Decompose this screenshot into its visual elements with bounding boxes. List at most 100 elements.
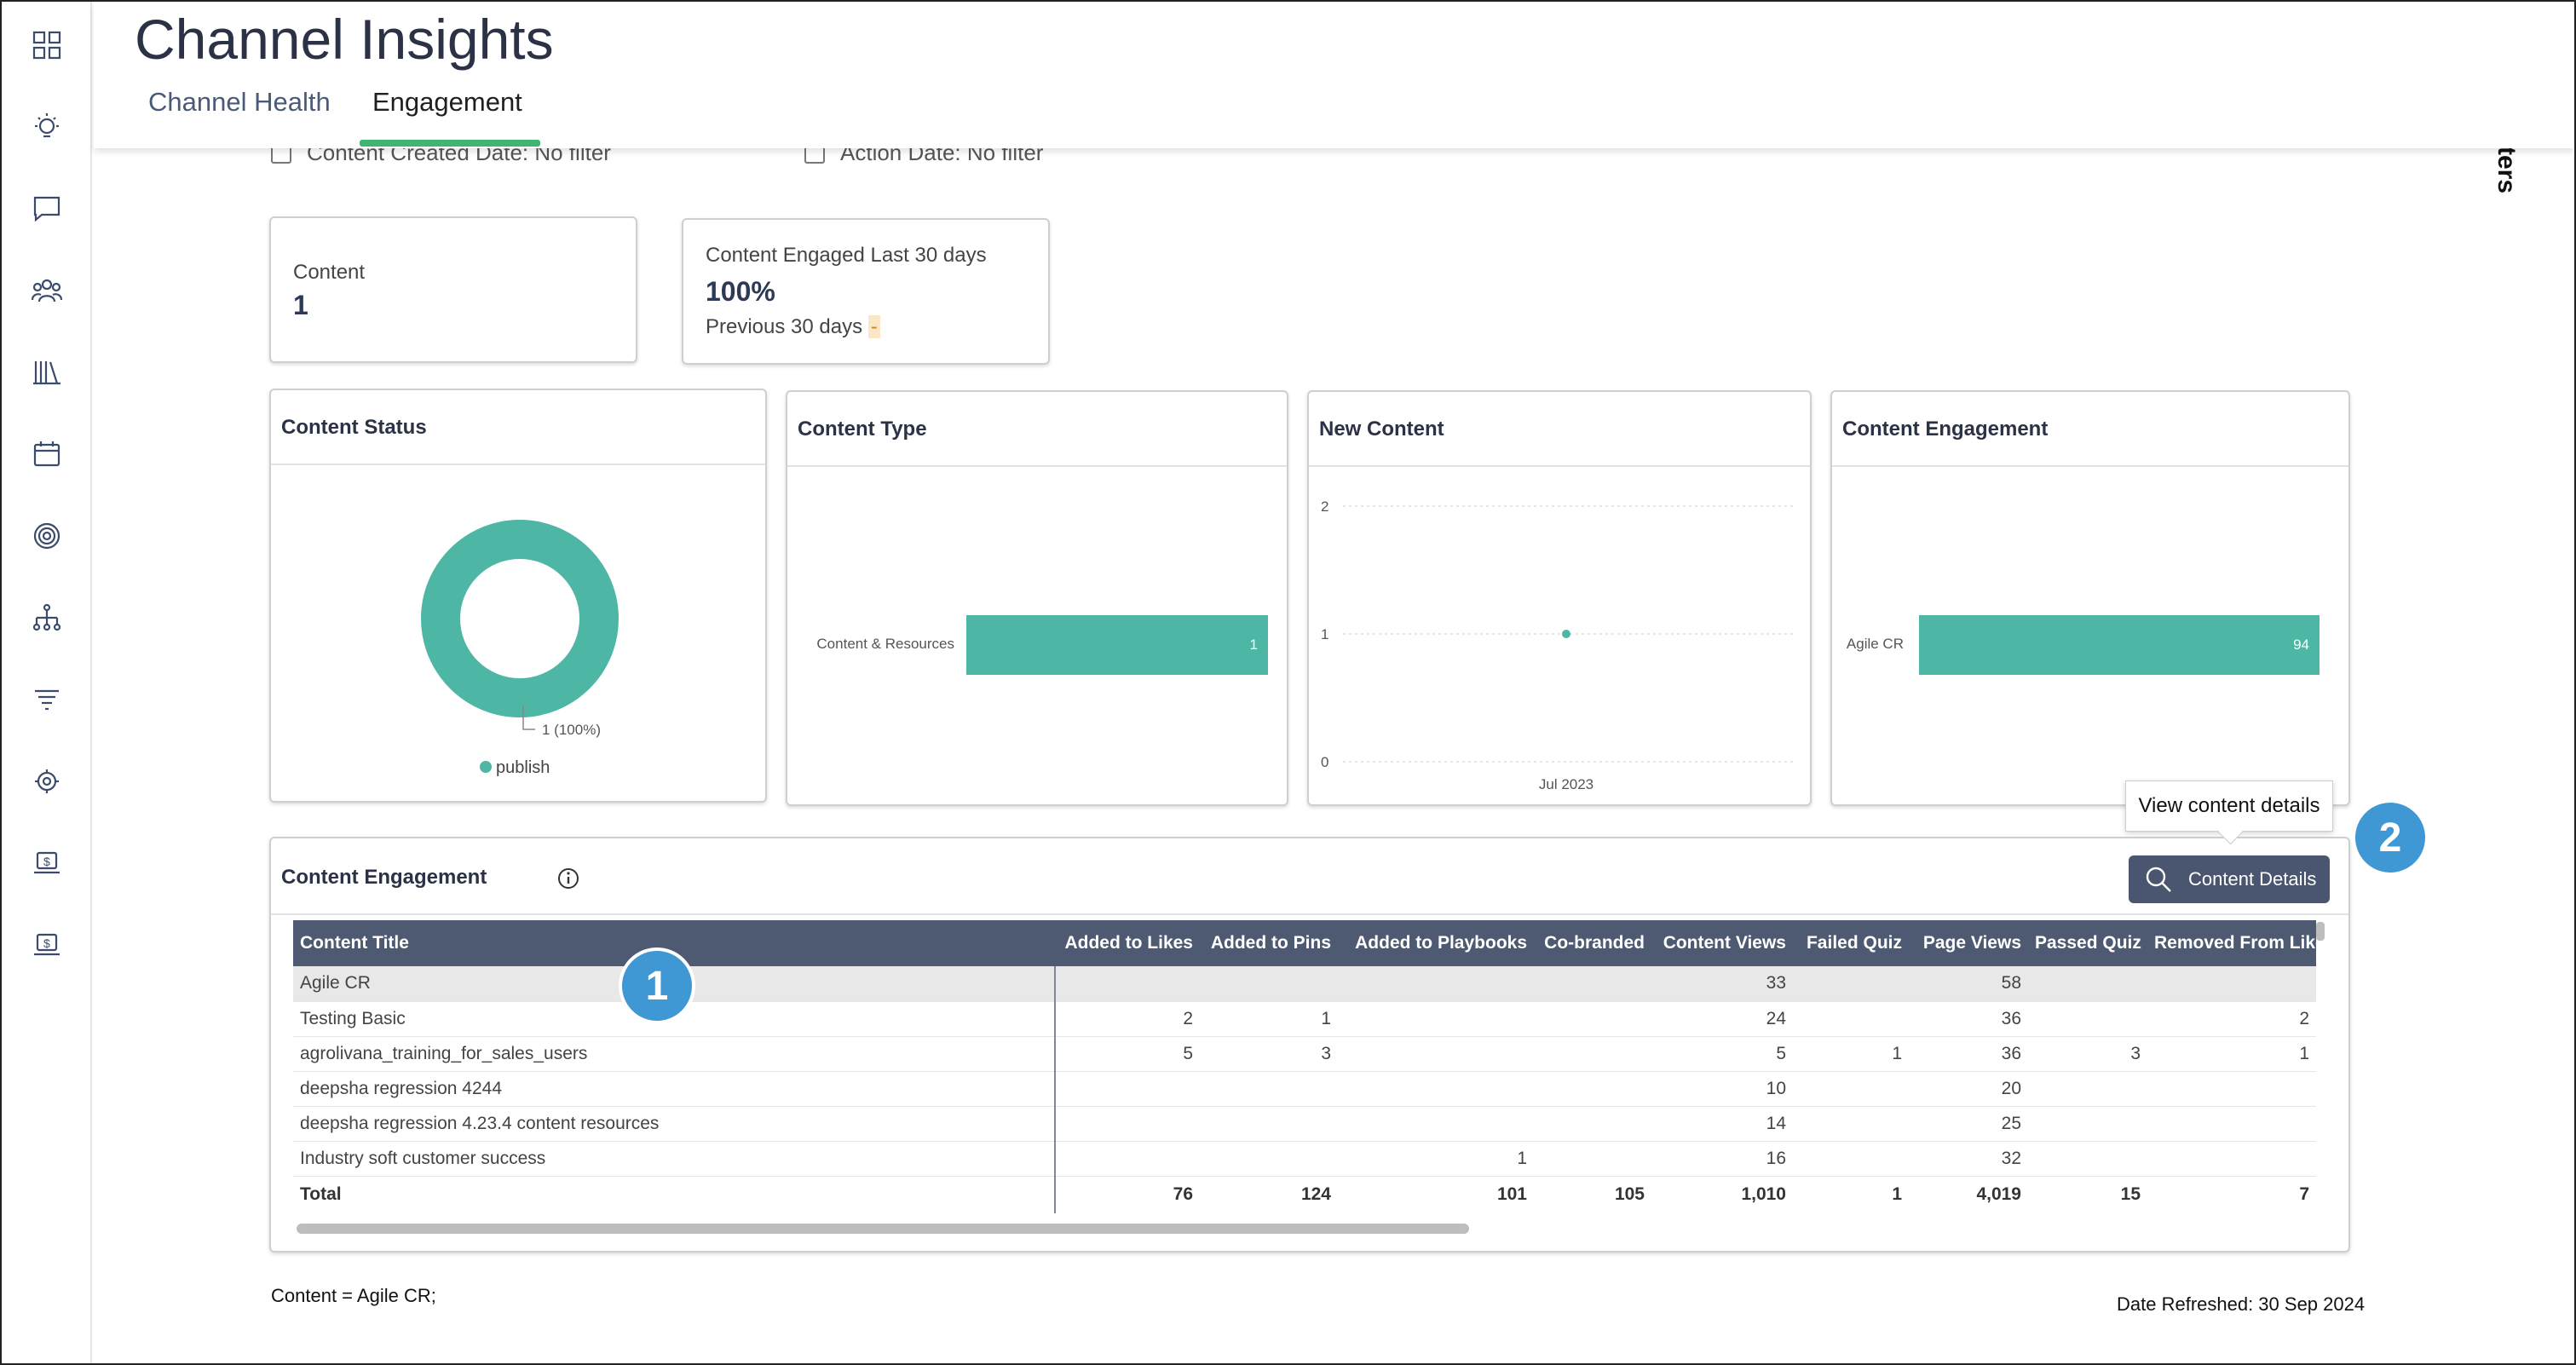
bar-agile-cr[interactable] bbox=[1919, 615, 2320, 675]
table-header-row: Content Title Added to Likes Added to Pins… bbox=[293, 920, 2316, 966]
panel-title: Content Engagement bbox=[1842, 418, 2049, 441]
metric-cell bbox=[1200, 1141, 1338, 1177]
column-header[interactable]: Passed Quiz bbox=[2028, 920, 2147, 966]
metric-cell bbox=[2147, 1106, 2316, 1142]
metric-cell: 16 bbox=[1651, 1141, 1793, 1177]
kpi-previous-value: - bbox=[867, 315, 880, 338]
content-title-cell: deepsha regression 4244 bbox=[293, 1071, 1056, 1107]
panel-title: Content Type bbox=[798, 418, 927, 441]
metric-cell: 2 bbox=[1055, 1001, 1200, 1037]
category-label: Agile CR bbox=[1847, 636, 1904, 652]
kpi-engaged-value: 100% bbox=[706, 276, 775, 307]
step-marker-2: 2 bbox=[2352, 799, 2429, 876]
content-engagement-chart: Agile CR 94 bbox=[1847, 615, 2320, 675]
step-marker-1: 1 bbox=[619, 947, 695, 1024]
total-cell: 105 bbox=[1614, 1184, 1645, 1205]
donut-chart: 1 (100%) publish bbox=[421, 520, 619, 777]
total-cell: 101 bbox=[1496, 1184, 1527, 1205]
metric-cell bbox=[2028, 966, 2147, 1002]
metric-cell: 1 bbox=[1338, 1141, 1534, 1177]
table-title: Content Engagement bbox=[281, 866, 487, 889]
dashboard-icon[interactable] bbox=[27, 26, 66, 65]
content-type-chart: Content & Resources 1 bbox=[816, 615, 1268, 675]
tab-channel-health[interactable]: Channel Health bbox=[148, 87, 331, 117]
total-cell: 1,010 bbox=[1741, 1184, 1786, 1205]
lightbulb-icon[interactable] bbox=[27, 107, 66, 147]
y-tick-label: 2 bbox=[1321, 498, 1328, 515]
table-row[interactable]: Industry soft customer success 1 16 32 bbox=[293, 1141, 2316, 1177]
column-header[interactable]: Removed From Likes bbox=[2147, 920, 2316, 966]
table-row[interactable]: Testing Basic 2 1 24 36 2 bbox=[293, 1001, 2316, 1037]
metric-cell: 33 bbox=[1651, 966, 1793, 1002]
filter-icon[interactable] bbox=[27, 680, 66, 719]
metric-cell bbox=[2147, 1141, 2316, 1177]
metric-cell: 3 bbox=[1200, 1036, 1338, 1072]
laptop-dollar-2-icon[interactable]: $ bbox=[27, 925, 66, 965]
hierarchy-icon[interactable] bbox=[27, 598, 66, 637]
panel-divider bbox=[1309, 465, 1810, 467]
column-header[interactable]: Page Views bbox=[1909, 920, 2028, 966]
panel-divider bbox=[1832, 465, 2348, 467]
column-header[interactable]: Added to Playbooks bbox=[1338, 920, 1534, 966]
content-title-cell: agrolivana_training_for_sales_users bbox=[293, 1036, 1056, 1072]
svg-text:$: $ bbox=[43, 936, 50, 950]
library-icon[interactable] bbox=[27, 353, 66, 392]
donut-slice-publish[interactable] bbox=[421, 520, 619, 717]
metric-cell: 20 bbox=[1909, 1071, 2028, 1107]
info-icon[interactable] bbox=[556, 866, 581, 891]
column-header[interactable]: Added to Pins bbox=[1200, 920, 1338, 966]
table-row[interactable]: Agile CR 33 58 bbox=[293, 966, 2316, 1002]
column-header[interactable]: Co-branded bbox=[1534, 920, 1651, 966]
kpi-previous-label: Previous 30 days bbox=[706, 315, 863, 338]
metric-cell: 5 bbox=[1651, 1036, 1793, 1072]
table-row[interactable]: deepsha regression 4244 10 20 bbox=[293, 1071, 2316, 1107]
metric-cell bbox=[1055, 1106, 1200, 1142]
chat-icon[interactable] bbox=[27, 189, 66, 228]
slice-label: 1 (100%) bbox=[542, 722, 601, 738]
metric-cell: 14 bbox=[1651, 1106, 1793, 1142]
panel-content-type: Content Type Content & Resources 1 bbox=[786, 390, 1288, 806]
column-header[interactable]: Added to Likes bbox=[1055, 920, 1200, 966]
content-details-button[interactable]: Content Details bbox=[2129, 855, 2330, 903]
metric-cell: 25 bbox=[1909, 1106, 2028, 1142]
metric-cell: 58 bbox=[1909, 966, 2028, 1002]
content-details-label: Content Details bbox=[2188, 868, 2317, 890]
bar-content-resources[interactable] bbox=[966, 615, 1268, 675]
bar-value-label: 1 bbox=[1250, 636, 1258, 653]
metric-cell bbox=[1338, 1071, 1534, 1107]
metric-cell: 24 bbox=[1651, 1001, 1793, 1037]
column-header[interactable]: Content Views bbox=[1651, 920, 1793, 966]
selection-summary: Content = Agile CR; bbox=[271, 1285, 436, 1306]
people-icon[interactable] bbox=[27, 271, 66, 310]
metric-cell bbox=[1055, 1071, 1200, 1107]
total-cell: 4,019 bbox=[1976, 1184, 2021, 1205]
metric-cell bbox=[1055, 1141, 1200, 1177]
column-header[interactable]: Failed Quiz bbox=[1793, 920, 1909, 966]
total-cell: 1 bbox=[1892, 1184, 1902, 1205]
support-icon[interactable] bbox=[27, 762, 66, 801]
calendar-icon[interactable] bbox=[27, 435, 66, 474]
x-tick-label: Jul 2023 bbox=[1539, 776, 1593, 792]
page-title: Channel Insights bbox=[135, 8, 554, 71]
metric-cell bbox=[1200, 966, 1338, 1002]
target-icon[interactable] bbox=[27, 516, 66, 556]
y-tick-label: 1 bbox=[1321, 626, 1328, 642]
sidebar: $ $ bbox=[2, 2, 92, 1363]
vertical-scrollbar[interactable] bbox=[2316, 922, 2325, 941]
slice-leader-line bbox=[522, 706, 535, 730]
filters-pane-tab[interactable]: ters bbox=[2492, 147, 2521, 194]
horizontal-scrollbar[interactable] bbox=[297, 1224, 1469, 1234]
tab-engagement[interactable]: Engagement bbox=[372, 87, 522, 117]
table-row[interactable]: agrolivana_training_for_sales_users 5 3 5 1 3… bbox=[293, 1036, 2316, 1072]
metric-cell bbox=[1793, 966, 1909, 1002]
new-content-chart: 2 1 0 Jul 2023 bbox=[1321, 498, 1795, 792]
data-point[interactable] bbox=[1562, 630, 1570, 638]
total-cell: 15 bbox=[2120, 1184, 2141, 1205]
total-label: Total bbox=[293, 1176, 1056, 1213]
content-title-cell: Industry soft customer success bbox=[293, 1141, 1056, 1177]
table-total-row: Total 76 124 101 105 1,010 1 4,019 15 7 bbox=[293, 1176, 2316, 1213]
metric-cell: 10 bbox=[1651, 1071, 1793, 1107]
laptop-dollar-icon[interactable]: $ bbox=[27, 844, 66, 883]
table-row[interactable]: deepsha regression 4.23.4 content resour… bbox=[293, 1106, 2316, 1142]
